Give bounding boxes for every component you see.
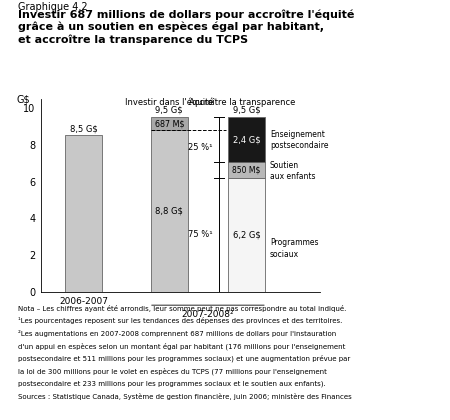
Text: Sources : Statistique Canada, Système de gestion financière, juin 2006; ministèr: Sources : Statistique Canada, Système de… <box>18 393 352 400</box>
Text: 8,8 G$: 8,8 G$ <box>155 207 183 215</box>
Text: Investir dans l'équité: Investir dans l'équité <box>125 97 214 107</box>
Text: 9,5 G$: 9,5 G$ <box>155 106 183 115</box>
Text: Investir 687 millions de dollars pour accroître l'équité
grâce à un soutien en e: Investir 687 millions de dollars pour ac… <box>18 9 355 45</box>
Text: ¹Les pourcentages reposent sur les tendances des dépenses des provinces et des t: ¹Les pourcentages reposent sur les tenda… <box>18 317 342 324</box>
Text: 25 %¹: 25 %¹ <box>188 143 212 152</box>
Text: la loi de 300 millions pour le volet en espèces du TCPS (77 millions pour l'ense: la loi de 300 millions pour le volet en … <box>18 368 327 375</box>
Bar <box>228 117 265 162</box>
Bar <box>228 162 265 178</box>
Text: 2,4 G$: 2,4 G$ <box>233 135 261 144</box>
Text: Soutien
aux enfants: Soutien aux enfants <box>270 161 315 181</box>
Y-axis label: G$: G$ <box>17 95 31 105</box>
Text: 8,5 G$: 8,5 G$ <box>70 124 97 133</box>
Text: postsecondaire et 233 millions pour les programmes sociaux et le soutien aux enf: postsecondaire et 233 millions pour les … <box>18 380 326 386</box>
Text: 6,2 G$: 6,2 G$ <box>233 230 261 239</box>
Text: 9,5 G$: 9,5 G$ <box>233 106 261 115</box>
Text: 2007-2008²: 2007-2008² <box>182 310 234 319</box>
Text: 75 %¹: 75 %¹ <box>188 230 212 239</box>
Text: postsecondaire et 511 millions pour les programmes sociaux) et une augmentation : postsecondaire et 511 millions pour les … <box>18 355 350 362</box>
Text: ²Les augmentations en 2007-2008 comprennent 687 millions de dollars pour l'insta: ²Les augmentations en 2007-2008 comprenn… <box>18 330 336 337</box>
Bar <box>65 136 102 292</box>
Bar <box>151 130 188 292</box>
Text: Enseignement
postsecondaire: Enseignement postsecondaire <box>270 130 328 150</box>
Text: Accroître la transparence: Accroître la transparence <box>189 98 296 107</box>
Text: Graphique 4.2: Graphique 4.2 <box>18 2 88 12</box>
Text: 687 M$: 687 M$ <box>154 119 184 128</box>
Text: d'un appui en espèces selon un montant égal par habitant (176 millions pour l'en: d'un appui en espèces selon un montant é… <box>18 342 346 350</box>
Bar <box>228 178 265 292</box>
Text: 850 M$: 850 M$ <box>232 165 261 174</box>
Text: Programmes
sociaux: Programmes sociaux <box>270 239 319 259</box>
Text: Nota – Les chiffres ayant été arrondis, leur somme peut ne pas correspondre au t: Nota – Les chiffres ayant été arrondis, … <box>18 304 346 312</box>
Bar <box>151 117 188 130</box>
